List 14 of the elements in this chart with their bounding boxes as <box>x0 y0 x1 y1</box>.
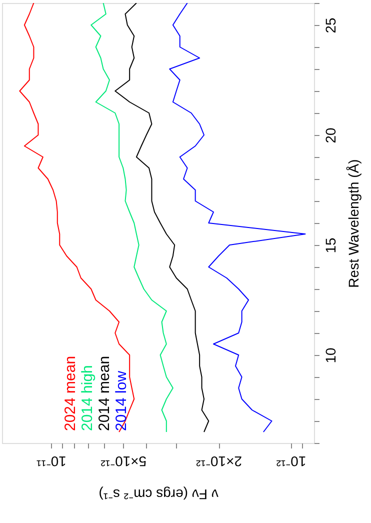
y-tick-label: 15 <box>322 238 338 254</box>
text: 2014 low <box>113 370 130 431</box>
text: 2014 high <box>79 365 96 431</box>
x-axis-title: ν Fν (ergs cm⁻² s⁻¹) <box>98 486 218 502</box>
text: 2014 mean <box>96 356 113 431</box>
text: 2024 mean <box>62 356 79 431</box>
y-tick-label: 25 <box>322 18 338 34</box>
y-tick-label: 20 <box>322 128 338 144</box>
x-tick-label: 10⁻¹² <box>276 454 306 470</box>
y-axis-title: Rest Wavelength (Å) <box>346 159 362 288</box>
x-tick-label: 5×10⁻¹² <box>100 454 147 470</box>
x-tick-label: 2×10⁻¹² <box>196 454 242 470</box>
x-tick-label: 10⁻¹¹ <box>36 454 66 470</box>
y-tick-label: 10 <box>322 348 338 364</box>
